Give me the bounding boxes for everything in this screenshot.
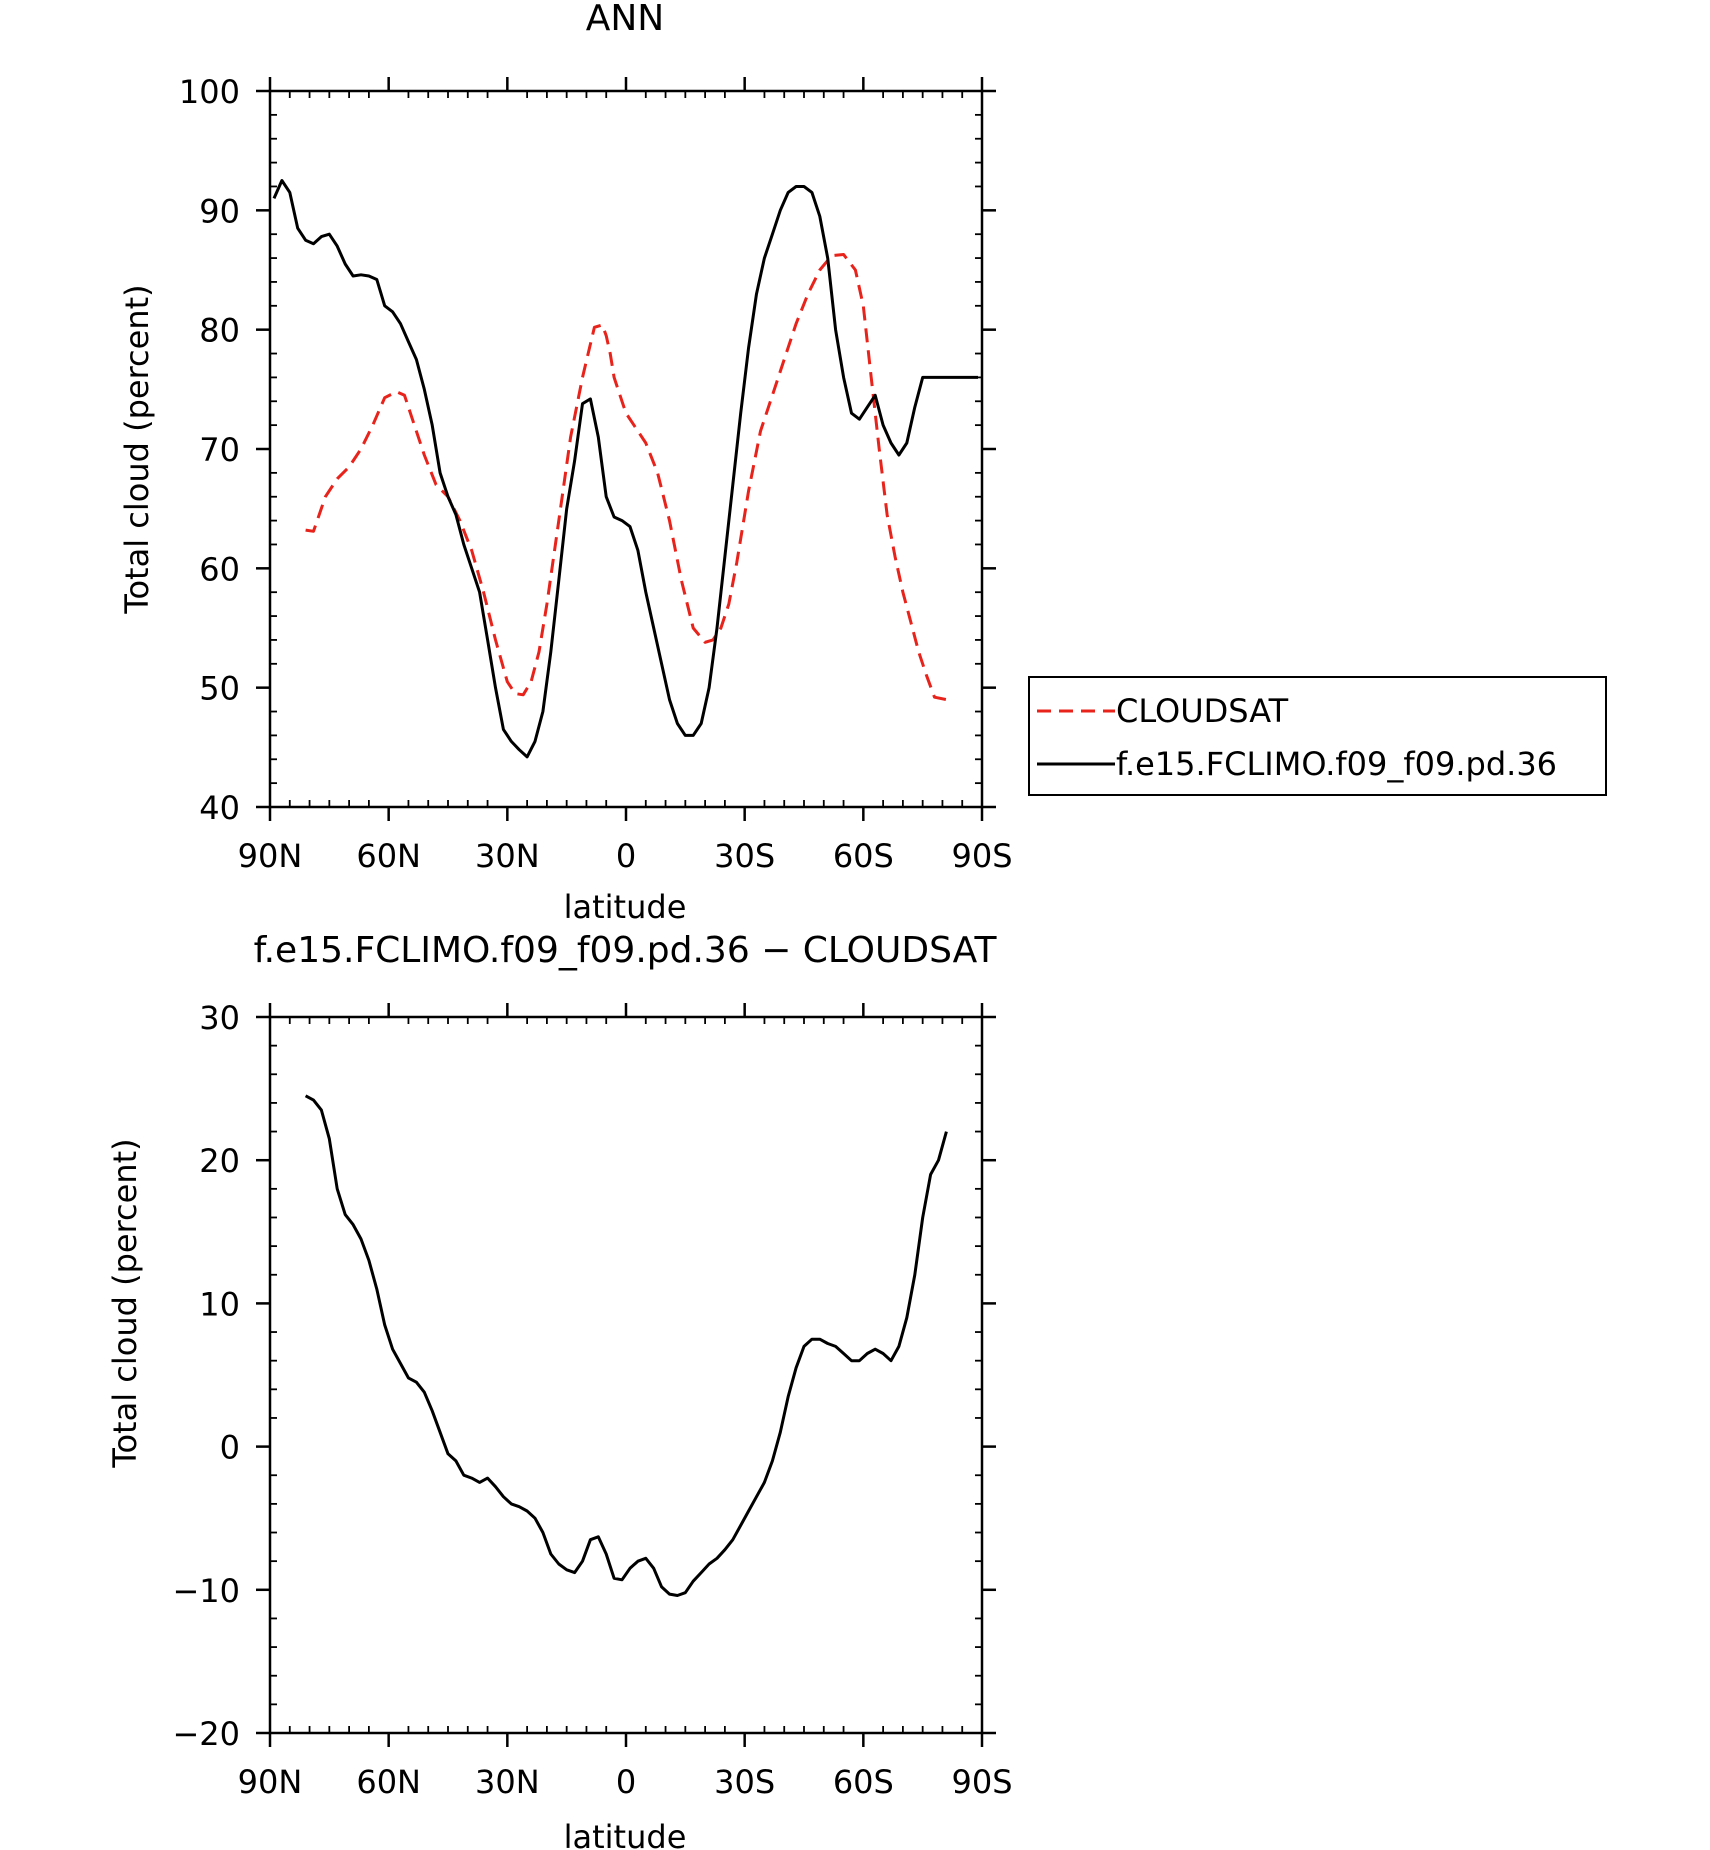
legend: CLOUDSAT f.e15.FCLIMO.f09_f09.pd.36 xyxy=(1028,676,1607,796)
bottom-y-tick-label: 10 xyxy=(199,1285,240,1323)
bottom-x-axis-label: latitude xyxy=(564,1818,687,1850)
top-series-lines xyxy=(272,179,978,759)
top-x-tick-label: 30S xyxy=(714,837,775,875)
top-x-tick-label: 0 xyxy=(616,837,636,875)
top-series-line-cloudsat xyxy=(305,253,947,702)
top-x-tick-label: 60N xyxy=(356,837,421,875)
top-tick-labels: 90N 60N 30N 0 30S 60S 90S 40 50 60 70 80 90 100 xyxy=(179,73,1013,875)
top-x-tick-label: 30N xyxy=(475,837,540,875)
bottom-chart-title: f.e15.FCLIMO.f09_f09.pd.36 − CLOUDSAT xyxy=(254,930,998,971)
top-y-tick-label: 50 xyxy=(199,670,240,708)
top-y-tick-label: 70 xyxy=(199,431,240,469)
top-x-axis-label: latitude xyxy=(564,888,687,926)
bottom-y-tick-label: −20 xyxy=(172,1715,240,1753)
bottom-y-tick-label: 0 xyxy=(220,1429,240,1467)
top-plot-frame xyxy=(268,89,984,809)
bottom-series-line-difference xyxy=(304,1094,948,1597)
bottom-x-tick-label: 30N xyxy=(475,1763,540,1801)
top-y-axis-label: Total cloud (percent) xyxy=(118,284,156,614)
top-y-tick-label: 40 xyxy=(199,789,240,827)
top-panel: ANN Total cloud (percent) latitude 90N 60… xyxy=(118,0,1607,926)
bottom-x-tick-label: 90N xyxy=(238,1763,303,1801)
top-series-line-f-e15-fclimo-f09-f09-pd-36 xyxy=(272,179,978,759)
legend-label-model: f.e15.FCLIMO.f09_f09.pd.36 xyxy=(1116,745,1557,783)
top-y-tick-label: 90 xyxy=(199,192,240,230)
top-y-tick-label: 100 xyxy=(179,73,240,111)
bottom-x-tick-label: 0 xyxy=(616,1763,636,1801)
bottom-y-tick-label: 20 xyxy=(199,1142,240,1180)
top-chart-title: ANN xyxy=(586,0,665,39)
top-x-tick-label: 90S xyxy=(951,837,1012,875)
bottom-panel: f.e15.FCLIMO.f09_f09.pd.36 − CLOUDSAT To… xyxy=(106,930,1013,1850)
bottom-plot-frame xyxy=(268,1015,984,1735)
legend-label-cloudsat: CLOUDSAT xyxy=(1116,692,1289,730)
bottom-x-tick-label: 60N xyxy=(356,1763,421,1801)
bottom-axis-ticks xyxy=(256,1003,996,1747)
bottom-x-tick-label: 90S xyxy=(951,1763,1012,1801)
bottom-tick-labels: 90N 60N 30N 0 30S 60S 90S −20 −10 0 10 20 30 xyxy=(172,999,1012,1801)
bottom-series-lines xyxy=(304,1094,948,1597)
bottom-x-tick-label: 30S xyxy=(714,1763,775,1801)
bottom-y-tick-label: 30 xyxy=(199,999,240,1037)
top-x-tick-label: 90N xyxy=(238,837,303,875)
bottom-y-tick-label: −10 xyxy=(172,1572,240,1610)
top-y-tick-label: 60 xyxy=(199,550,240,588)
legend-box xyxy=(1028,676,1607,796)
top-axis-ticks xyxy=(256,77,996,821)
top-x-tick-label: 60S xyxy=(833,837,894,875)
bottom-y-axis-label: Total cloud (percent) xyxy=(106,1138,144,1468)
bottom-x-tick-label: 60S xyxy=(833,1763,894,1801)
top-y-tick-label: 80 xyxy=(199,312,240,350)
